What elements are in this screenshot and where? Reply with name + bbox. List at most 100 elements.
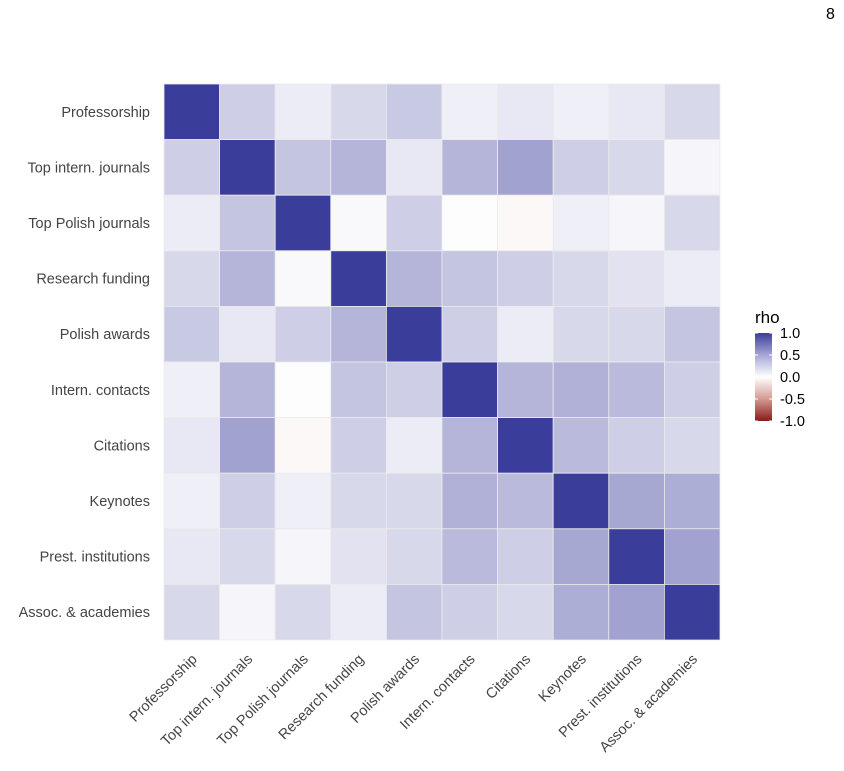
heatmap-cell [330,528,387,585]
heatmap-cell [274,584,332,641]
heatmap-cell [385,194,443,252]
heatmap-cell [608,528,665,585]
legend-colorbar [755,333,772,421]
heatmap-cell [497,250,554,307]
heatmap-cell [608,584,665,641]
heatmap-cell [385,417,443,474]
heatmap-cell [552,139,610,196]
heatmap-cell [552,305,610,363]
y-tick-label: Prest. institutions [40,550,150,566]
heatmap-cell [664,305,721,363]
heatmap-cell [385,250,443,307]
heatmap-cell [441,305,498,363]
y-tick-label: Citations [94,438,150,454]
heatmap-cell [497,472,554,530]
heatmap-cell [497,305,554,363]
heatmap-cell [330,305,387,363]
heatmap-cell [441,361,498,418]
heatmap-cell [441,250,498,307]
heatmap-cell [552,472,610,530]
y-axis-labels: Professorship Top intern. journals Top Pol… [19,105,150,621]
y-tick-label: Intern. contacts [51,383,150,399]
heatmap-cell [274,250,332,307]
x-tick-label: Top intern. journals [158,652,256,750]
heatmap-cell [497,584,554,641]
legend-tick-label: -1.0 [780,414,805,430]
heatmap-cell [552,417,610,474]
heatmap-cell [163,472,220,530]
heatmap-cell [552,361,610,418]
heatmap-cell [497,361,554,418]
heatmap-cell [163,139,220,196]
heatmap-cell [664,139,721,196]
heatmap-cell [274,417,332,474]
heatmap-cell [219,250,276,307]
heatmap-cell [219,417,276,474]
heatmap-cell [163,584,220,641]
heatmap-cell [552,194,610,252]
heatmap-cell [385,361,443,418]
heatmap-cell [385,83,443,140]
heatmap-cell [163,305,220,363]
heatmap-cell [497,528,554,585]
heatmap-cell [163,250,220,307]
heatmap-cell [552,83,610,140]
heatmap-cell [664,472,721,530]
heatmap-cell [664,584,721,641]
heatmap-cell [385,305,443,363]
heatmap-cell [497,417,554,474]
y-tick-label: Top Polish journals [28,216,150,232]
heatmap-cell [163,83,220,140]
heatmap-cell [664,528,721,585]
y-tick-label: Research funding [36,272,150,288]
heatmap-cell [441,528,498,585]
heatmap-cell [608,83,665,140]
heatmap-cell [163,528,220,585]
heatmap-cell [330,417,387,474]
heatmap-cell [219,584,276,641]
legend-title: rho [755,308,780,327]
heatmap-cell [219,305,276,363]
page-number: 8 [826,6,835,23]
y-tick-label: Assoc. & academies [19,605,150,621]
heatmap-cell [664,83,721,140]
heatmap-cell [497,83,554,140]
heatmap-cell [330,361,387,418]
heatmap-cell [330,584,387,641]
heatmap-cell [274,194,332,252]
heatmap-cell [608,361,665,418]
heatmap-cell [552,250,610,307]
y-tick-label: Keynotes [90,494,150,510]
legend-tick-label: 0.0 [780,370,800,386]
heatmap-cell [608,139,665,196]
heatmap-cell [385,139,443,196]
heatmap-cell [330,194,387,252]
heatmap-cell [664,361,721,418]
y-tick-label: Professorship [61,105,150,121]
heatmap-cell [274,361,332,418]
y-tick-label: Polish awards [60,327,150,343]
y-tick-label: Top intern. journals [27,160,150,176]
heatmap-cell [664,417,721,474]
heatmap-cell [441,584,498,641]
legend-tick-label: -0.5 [780,392,805,408]
heatmap-cell [219,83,276,140]
heatmap-cell [330,250,387,307]
heatmap-cell [330,139,387,196]
heatmap-cell [163,194,220,252]
heatmap-cell [664,194,721,252]
heatmap-cell [385,472,443,530]
heatmap-cell [497,139,554,196]
heatmap-cell [441,139,498,196]
heatmap-cell [441,83,498,140]
heatmap-cell [219,139,276,196]
heatmap-cell [163,417,220,474]
heatmap-cell [441,417,498,474]
x-tick-label: Keynotes [536,652,590,706]
heatmap-cell [219,528,276,585]
heatmap-cell [552,584,610,641]
heatmap-cell [219,472,276,530]
heatmap-cell [608,417,665,474]
x-tick-label: Assoc. & academies [597,652,701,756]
